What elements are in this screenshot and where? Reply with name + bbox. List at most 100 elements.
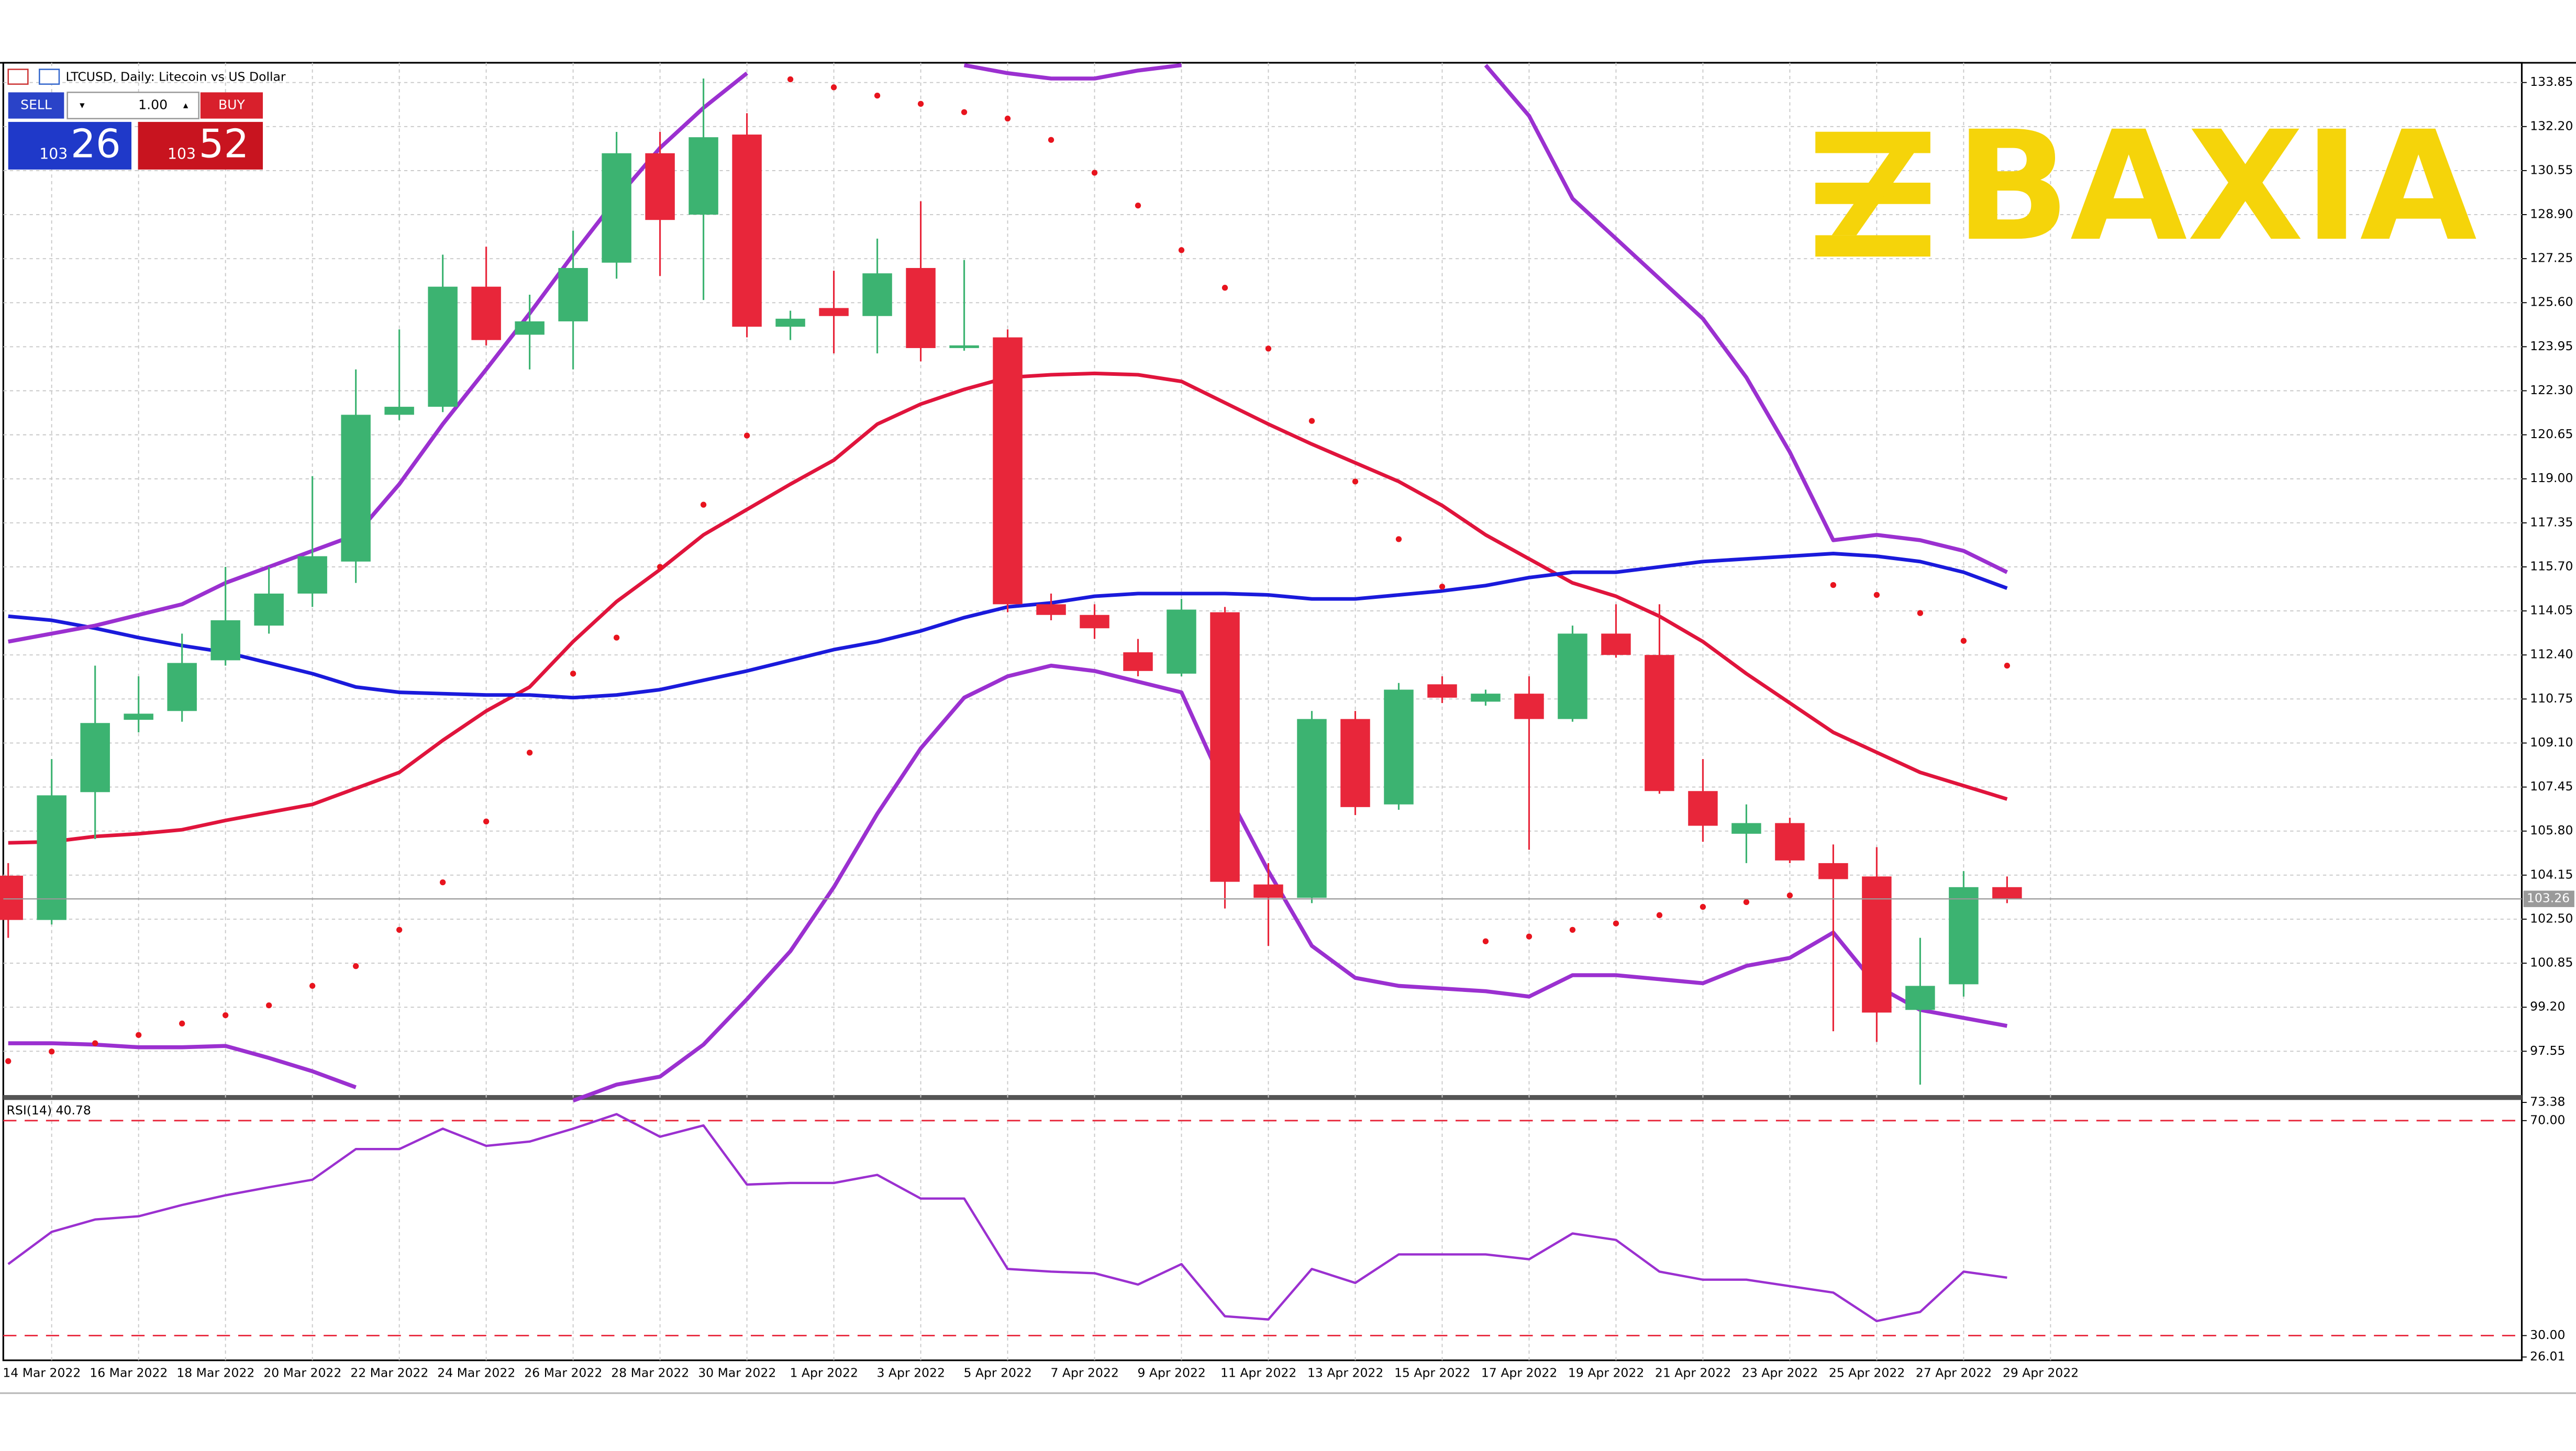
volume-up: ▴ — [183, 100, 188, 111]
sar-dot — [1830, 582, 1837, 588]
ask-small: 52 — [199, 120, 249, 166]
sar-dot — [657, 564, 663, 570]
ask-box[interactable] — [138, 121, 263, 170]
volume-input[interactable] — [66, 92, 199, 119]
x-tick-label: 28 Mar 2022 — [611, 1365, 689, 1380]
sar-dot — [309, 983, 316, 989]
sar-dot — [1135, 203, 1141, 209]
logo-text: BAXIA — [1955, 99, 2478, 275]
candle-body — [1471, 694, 1501, 702]
volume-value: 1.00 — [138, 97, 168, 112]
candle-body — [1558, 633, 1587, 719]
sar-dot — [1873, 591, 1880, 598]
rsi-last: 40.78 — [56, 1102, 91, 1117]
x-tick-label: 15 Apr 2022 — [1394, 1365, 1470, 1380]
y-tick-label: 105.80 — [2530, 823, 2573, 838]
candle-body — [0, 875, 23, 920]
candle-body — [602, 153, 631, 263]
candle-body — [1210, 612, 1240, 882]
x-tick-label: 26 Mar 2022 — [524, 1365, 602, 1380]
candle-body — [689, 137, 718, 215]
plot: 14 Mar 2022 16 Mar 2022 18 Mar 2022 20 Mar … — [0, 63, 2574, 1380]
sar-dot — [483, 818, 490, 825]
sar-dot — [1656, 912, 1663, 918]
candle-body — [645, 153, 675, 220]
sar-dot — [1786, 892, 1793, 899]
candle-body — [167, 663, 197, 711]
y-tick-label: 110.75 — [2530, 691, 2573, 706]
logo-icon — [1815, 131, 1930, 257]
x-tick-label: 16 Mar 2022 — [90, 1365, 168, 1380]
x-tick-label: 27 Apr 2022 — [1916, 1365, 1992, 1380]
candle-body — [1775, 823, 1805, 861]
sar-dot — [830, 84, 837, 91]
candle-body — [1123, 652, 1153, 671]
candle-body — [862, 273, 892, 316]
candle-body — [1862, 876, 1892, 1013]
sar-dot — [874, 92, 881, 99]
rsi-name: RSI(14) — [7, 1102, 52, 1117]
y-tick-label: 117.35 — [2530, 515, 2573, 529]
x-tick-label: 29 Apr 2022 — [2003, 1365, 2079, 1380]
sar-dot — [223, 1012, 229, 1019]
candle-body — [1601, 633, 1631, 655]
sar-dot — [1265, 345, 1272, 352]
x-tick-label: 7 Apr 2022 — [1050, 1365, 1118, 1380]
candle-body — [1818, 863, 1848, 879]
candle-body — [732, 135, 762, 327]
sar-dot — [1004, 115, 1011, 122]
candle-body — [1905, 986, 1935, 1010]
last-price-box — [2523, 890, 2574, 907]
sar-dot — [1395, 536, 1402, 542]
y-tick-label: 122.30 — [2530, 383, 2573, 397]
y-tick-label: 73.38 — [2530, 1095, 2565, 1109]
candle-body — [428, 286, 458, 407]
y-tick-label: 107.45 — [2530, 779, 2573, 794]
candle-body — [384, 407, 414, 415]
sell-button[interactable] — [8, 92, 64, 119]
y-tick-label: 132.20 — [2530, 118, 2573, 133]
x-tick-label: 25 Apr 2022 — [1829, 1365, 1905, 1380]
x-tick-label: 13 Apr 2022 — [1307, 1365, 1383, 1380]
candle-body — [471, 286, 501, 340]
x-tick-label: 21 Apr 2022 — [1655, 1365, 1731, 1380]
candle-body — [37, 795, 66, 920]
candle-body — [515, 321, 545, 335]
x-tick-label: 3 Apr 2022 — [877, 1365, 945, 1380]
candle-body — [1992, 887, 2022, 899]
y-tick-label: 70.00 — [2530, 1112, 2565, 1127]
candle-body — [819, 308, 849, 316]
sar-dot — [1569, 927, 1576, 933]
x-tick-label: 20 Mar 2022 — [263, 1365, 341, 1380]
candle-body — [1340, 719, 1370, 807]
x-tick-label: 24 Mar 2022 — [437, 1365, 515, 1380]
x-tick-label: 18 Mar 2022 — [176, 1365, 254, 1380]
sar-dot — [570, 671, 576, 677]
buy-button[interactable] — [200, 92, 263, 119]
rsi-label: RSI(14) 40.78 — [7, 1102, 91, 1117]
sar-dot — [1743, 899, 1750, 905]
y-tick-label: 104.15 — [2530, 867, 2573, 881]
y-tick-label: 97.55 — [2530, 1043, 2565, 1058]
sar-dot — [5, 1058, 12, 1064]
sar-dot — [1178, 247, 1185, 253]
sar-dot — [2004, 662, 2011, 669]
candle-body — [1427, 684, 1457, 698]
sar-dot — [1917, 610, 1924, 616]
sar-dot — [396, 927, 403, 933]
candle-body — [1167, 609, 1196, 674]
sar-dot — [266, 1002, 272, 1009]
y-tick-label: 127.25 — [2530, 251, 2573, 265]
indicator-line — [963, 63, 1182, 81]
x-tick-label: 1 Apr 2022 — [790, 1365, 858, 1380]
volume-down: ▾ — [80, 100, 85, 111]
sar-dot — [743, 432, 750, 439]
bid-box[interactable] — [8, 121, 132, 170]
y-tick-label: 128.90 — [2530, 207, 2573, 221]
plot-frame — [2, 62, 2523, 1361]
y-tick-label: 130.55 — [2530, 162, 2573, 177]
y-tick-label: 133.85 — [2530, 74, 2573, 89]
chart-title: LTCUSD, Daily: Litecoin vs US Dollar — [66, 70, 286, 84]
y-tick-label: 115.70 — [2530, 559, 2573, 573]
